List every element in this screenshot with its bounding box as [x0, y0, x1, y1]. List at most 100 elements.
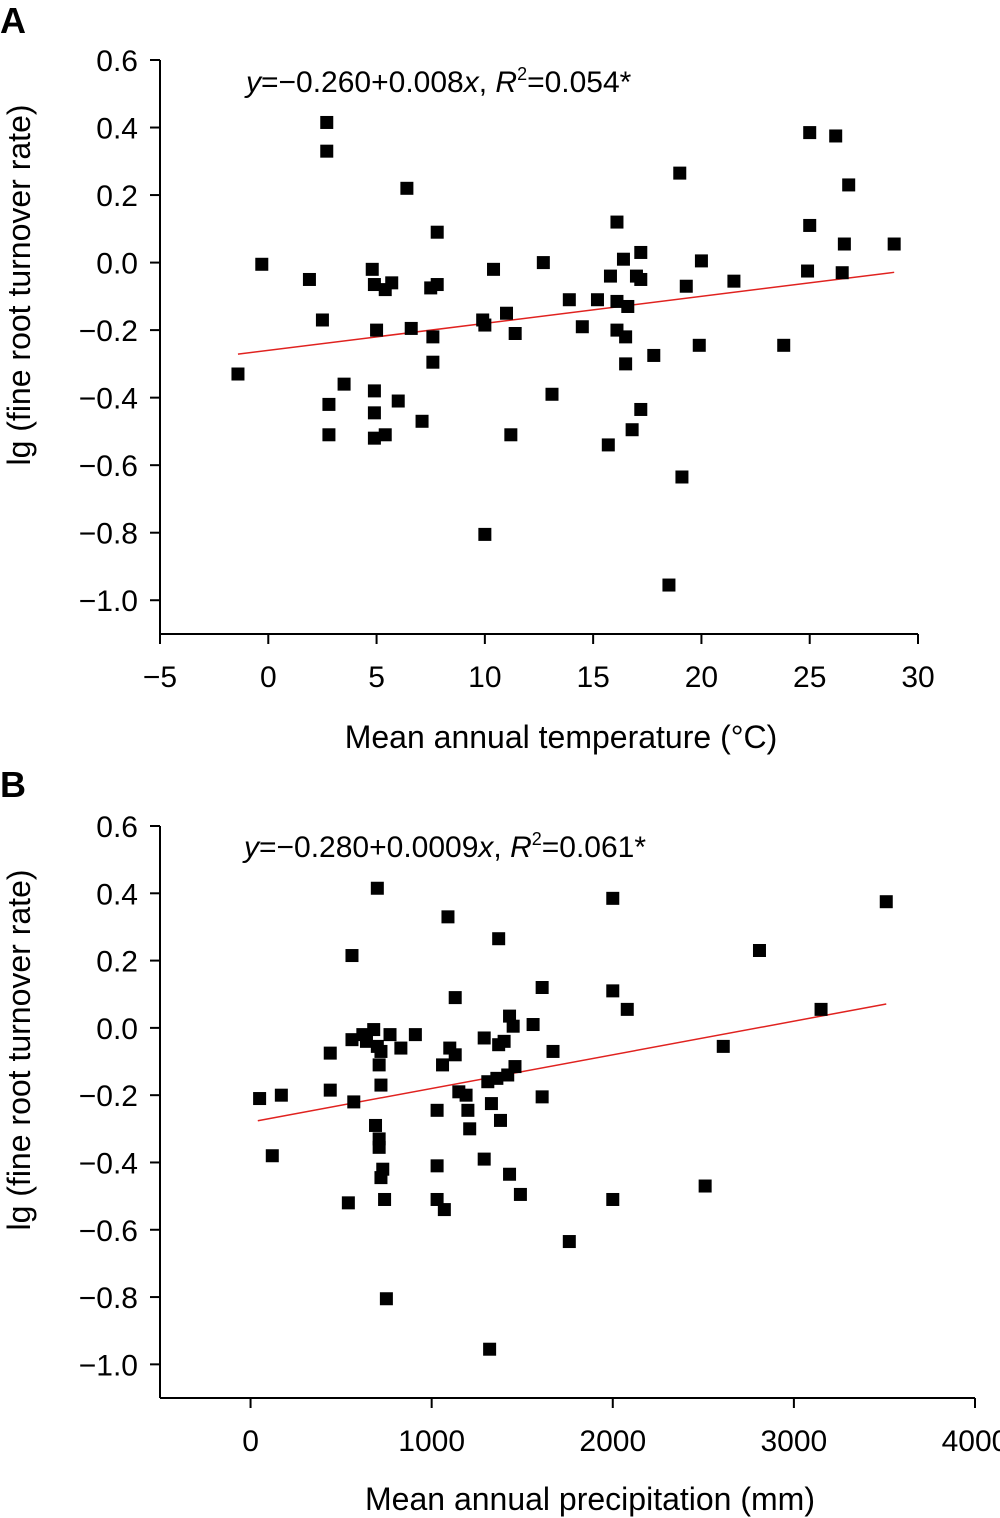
data-point-b [274, 1088, 288, 1102]
y-tick-label-b: 0.4 [96, 878, 138, 911]
data-point-b [441, 910, 455, 924]
y-tick-label-b: 0.0 [96, 1013, 138, 1046]
y-tick-label-a: 0.4 [96, 113, 138, 146]
data-point-b [347, 1095, 361, 1109]
data-point-a [887, 237, 901, 251]
x-tick-label-b: 3000 [761, 1425, 828, 1458]
data-point-b [372, 1058, 386, 1072]
data-point-a [320, 144, 334, 158]
data-point-a [255, 257, 269, 271]
x-tick-label-b: 0 [242, 1425, 259, 1458]
panel-letter-b: B [0, 764, 26, 805]
data-point-a [367, 431, 381, 445]
data-point-b [493, 1113, 507, 1127]
x-tick-label-a: 25 [793, 661, 826, 694]
data-point-b [436, 1058, 450, 1072]
data-point-b [513, 1187, 527, 1201]
data-point-b [372, 1140, 386, 1154]
data-point-b [383, 1028, 397, 1042]
data-point-a [692, 338, 706, 352]
data-point-b [448, 991, 462, 1005]
data-point-b [370, 881, 384, 895]
y-tick-label-a: −0.2 [79, 315, 138, 348]
data-point-a [610, 294, 624, 308]
data-point-a [404, 321, 418, 335]
data-point-b [459, 1088, 473, 1102]
x-tick-label-b: 2000 [579, 1425, 646, 1458]
data-point-b [265, 1149, 279, 1163]
regression-line-a [237, 271, 895, 355]
data-point-b [606, 984, 620, 998]
data-point-b [359, 1034, 373, 1048]
data-point-a [320, 115, 334, 129]
y-tick-label-b: −0.4 [79, 1147, 138, 1180]
equation-sep-a: , [479, 66, 496, 99]
data-point-b [546, 1044, 560, 1058]
data-point-b [437, 1203, 451, 1217]
data-point-a [616, 252, 630, 266]
data-point-b [374, 1078, 388, 1092]
equation-sep-b: , [493, 831, 510, 864]
data-point-a [610, 215, 624, 229]
data-point-a [673, 166, 687, 180]
y-axis-title-b: lg (fine root turnover rate) [1, 869, 37, 1230]
data-point-a [391, 394, 405, 408]
data-point-b [562, 1235, 576, 1249]
data-point-b [394, 1041, 408, 1055]
data-point-b [492, 932, 506, 946]
data-point-a [400, 181, 414, 195]
data-point-b [367, 1023, 381, 1037]
data-point-a [545, 387, 559, 401]
data-point-b [345, 1033, 359, 1047]
data-point-b [606, 1192, 620, 1206]
equation-body-b: =−0.280+0.0009 [259, 831, 478, 864]
data-point-b [477, 1152, 491, 1166]
data-point-b [430, 1103, 444, 1117]
data-point-b [698, 1179, 712, 1193]
equation-r2-a: =0.054* [527, 66, 632, 99]
data-point-a [426, 330, 440, 344]
equation-r2-b: =0.061* [542, 831, 647, 864]
data-point-b [483, 1342, 497, 1356]
data-point-b [508, 1060, 522, 1074]
data-point-b [535, 1090, 549, 1104]
data-point-b [477, 1031, 491, 1045]
x-tick-label-a: 20 [685, 661, 718, 694]
equation-sup-b: 2 [532, 829, 542, 849]
x-tick-label-a: 15 [576, 661, 609, 694]
data-points-b [253, 881, 893, 1356]
data-point-a [504, 428, 518, 442]
data-point-a [562, 293, 576, 307]
data-point-a [575, 320, 589, 334]
x-tick-label-a: −5 [143, 661, 177, 694]
y-tick-label-b: −0.8 [79, 1282, 138, 1315]
x-tick-label-a: 5 [368, 661, 385, 694]
y-tick-label-b: 0.2 [96, 946, 138, 979]
data-point-b [503, 1009, 517, 1023]
data-point-a [835, 266, 849, 280]
data-point-b [408, 1028, 422, 1042]
data-point-b [503, 1167, 517, 1181]
data-point-a [803, 126, 817, 140]
equation-sup-a: 2 [517, 64, 527, 84]
data-point-b [253, 1092, 267, 1106]
y-tick-label-b: −0.6 [79, 1215, 138, 1248]
data-point-a [536, 256, 550, 270]
y-tick-label-a: −0.4 [79, 383, 138, 416]
data-point-b [345, 949, 359, 963]
panel-b: B y=−0.280+0.0009x, R2=0.061* lg (fine r… [0, 764, 1000, 1517]
data-point-a [385, 276, 399, 290]
data-point-b [448, 1048, 462, 1062]
data-point-a [647, 348, 661, 362]
axes-a: 0.6 0.4 0.2 0.0 −0.2 −0.4 −0.6 −0.8 −1.0 −5 0 5 10 15… [79, 45, 935, 694]
data-point-b [376, 1162, 390, 1176]
equation-y-a: y [244, 66, 263, 99]
data-point-a [803, 218, 817, 232]
x-tick-label-a: 30 [901, 661, 934, 694]
y-tick-label-a: 0.0 [96, 248, 138, 281]
data-point-a [603, 269, 617, 283]
data-point-b [379, 1292, 393, 1306]
data-point-a [367, 406, 381, 420]
data-point-b [430, 1159, 444, 1173]
